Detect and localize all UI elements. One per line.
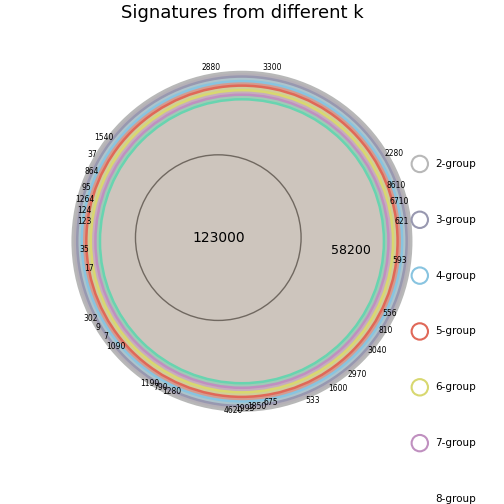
Polygon shape: [91, 90, 393, 392]
Circle shape: [412, 323, 428, 340]
Text: 302: 302: [84, 313, 98, 323]
Text: 8-group: 8-group: [435, 494, 476, 504]
Text: 864: 864: [84, 167, 99, 176]
Text: 556: 556: [382, 309, 397, 318]
Text: 1264: 1264: [76, 195, 95, 204]
Text: 2880: 2880: [202, 64, 221, 73]
Text: 7: 7: [104, 332, 108, 341]
Text: 1190: 1190: [140, 379, 159, 388]
Text: 675: 675: [263, 399, 278, 407]
Text: 6710: 6710: [390, 198, 409, 207]
Text: 123000: 123000: [192, 231, 244, 244]
Circle shape: [412, 156, 428, 172]
Text: 810: 810: [379, 327, 393, 336]
Polygon shape: [86, 86, 398, 397]
Text: 1993: 1993: [235, 404, 255, 413]
Text: 1090: 1090: [106, 342, 126, 351]
Text: 7-group: 7-group: [435, 438, 476, 448]
Circle shape: [73, 72, 411, 411]
Text: 3-group: 3-group: [435, 215, 476, 225]
Text: 621: 621: [394, 217, 409, 226]
Text: 5-group: 5-group: [435, 327, 476, 337]
Title: Signatures from different k: Signatures from different k: [120, 4, 363, 22]
Text: 4-group: 4-group: [435, 271, 476, 281]
Text: 4620: 4620: [223, 406, 243, 415]
Polygon shape: [73, 72, 411, 411]
Text: 1280: 1280: [162, 387, 181, 396]
Text: 17: 17: [84, 264, 93, 273]
Text: 1850: 1850: [247, 402, 266, 411]
Text: 9: 9: [96, 323, 101, 332]
Text: 2970: 2970: [348, 369, 367, 379]
Text: 123: 123: [77, 217, 91, 226]
Polygon shape: [77, 77, 407, 406]
Text: 790: 790: [153, 384, 168, 392]
Text: 95: 95: [82, 183, 92, 193]
Text: 3040: 3040: [368, 346, 387, 355]
Circle shape: [412, 491, 428, 504]
Circle shape: [412, 435, 428, 451]
Circle shape: [412, 212, 428, 228]
Text: 124: 124: [77, 206, 91, 215]
Text: 58200: 58200: [331, 244, 371, 257]
Circle shape: [412, 379, 428, 396]
Text: 2-group: 2-group: [435, 159, 476, 169]
Text: 6-group: 6-group: [435, 383, 476, 392]
Text: 35: 35: [80, 245, 90, 254]
Text: 593: 593: [393, 256, 407, 265]
Text: 37: 37: [88, 150, 97, 159]
Text: 1600: 1600: [328, 385, 347, 394]
Text: 2280: 2280: [385, 149, 404, 158]
Text: 1540: 1540: [94, 133, 114, 142]
Text: 3300: 3300: [263, 64, 282, 73]
Text: 533: 533: [305, 396, 320, 405]
Circle shape: [136, 155, 301, 321]
Circle shape: [412, 268, 428, 284]
Text: 8610: 8610: [387, 180, 406, 190]
Polygon shape: [82, 81, 402, 401]
Polygon shape: [95, 95, 389, 388]
